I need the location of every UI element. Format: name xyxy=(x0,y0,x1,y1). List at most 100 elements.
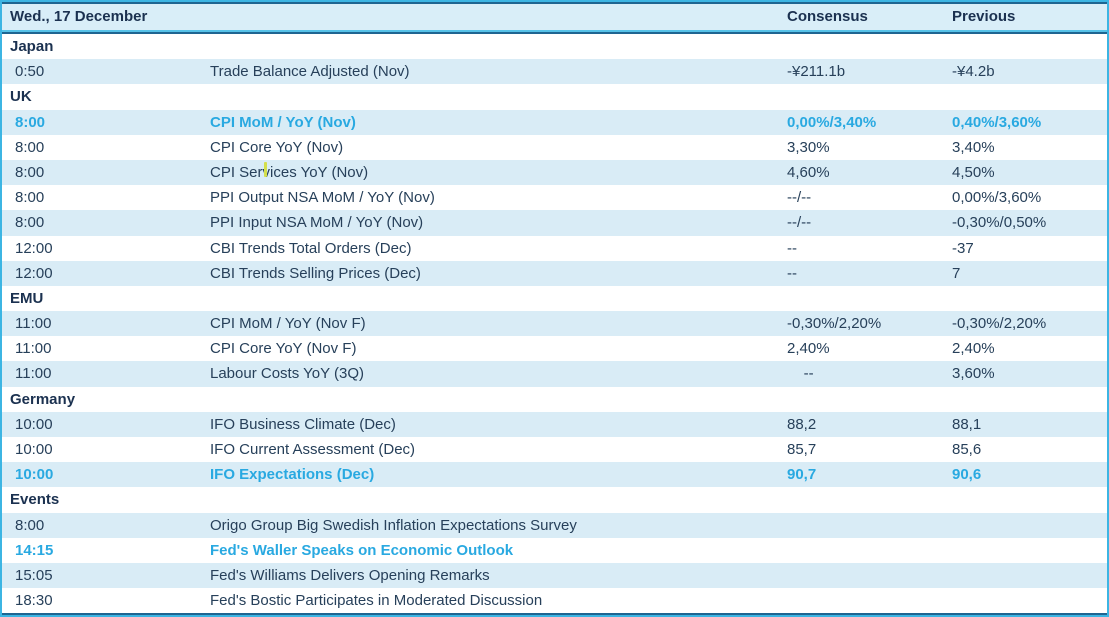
event-name: CPI MoM / YoY (Nov) xyxy=(210,113,356,131)
event-name: PPI Input NSA MoM / YoY (Nov) xyxy=(210,214,424,232)
event-row: 8:00 Origo Group Big Swedish Inflation Ex… xyxy=(2,512,1107,538)
event-name: CPI Core YoY (Nov F) xyxy=(210,340,357,358)
table-header-row: Wed., 17 December Consensus Previous xyxy=(2,4,1107,30)
event-name: IFO Current Assessment (Dec) xyxy=(210,441,416,458)
event-row: 8:00 CPI Services YoY (Nov) 4,60% 4,50% xyxy=(2,159,1107,186)
event-consensus: -- xyxy=(787,264,797,282)
event-consensus xyxy=(787,513,952,538)
event-time: 14:15 xyxy=(15,541,54,559)
event-consensus xyxy=(787,563,952,588)
event-time: 10:00 xyxy=(15,415,53,433)
event-time: 10:00 xyxy=(15,466,54,484)
section-row: UK xyxy=(2,84,1107,110)
event-time: 8:00 xyxy=(15,189,45,207)
event-time: 8:00 xyxy=(15,138,45,156)
event-consensus: -- xyxy=(787,365,814,383)
event-consensus: 2,40% xyxy=(787,340,830,358)
section-row: Germany xyxy=(2,386,1107,412)
event-time: 8:00 xyxy=(15,516,45,534)
event-row: 8:00 PPI Output NSA MoM / YoY (Nov) --/-- 0… xyxy=(2,185,1107,211)
event-time: 11:00 xyxy=(15,365,52,383)
event-row: 15:05 Fed's Williams Delivers Opening Rem… xyxy=(2,562,1107,589)
event-name: CPI Services YoY (Nov) xyxy=(210,163,369,181)
event-name: CBI Trends Selling Prices (Dec) xyxy=(210,264,421,282)
event-consensus: 0,00%/3,40% xyxy=(787,113,877,131)
event-consensus: 3,30% xyxy=(787,138,830,156)
text-cursor-mark xyxy=(264,162,267,177)
event-previous xyxy=(952,538,1107,563)
event-previous: -37 xyxy=(952,239,974,257)
event-name: CPI Core YoY (Nov) xyxy=(210,138,344,156)
event-previous: 4,50% xyxy=(952,163,995,181)
event-row: 10:00 IFO Business Climate (Dec) 88,2 88,1 xyxy=(2,411,1107,437)
event-consensus xyxy=(787,538,952,563)
event-time: 12:00 xyxy=(15,264,53,282)
event-row: 11:00 CPI Core YoY (Nov F) 2,40% 2,40% xyxy=(2,336,1107,362)
event-time: 10:00 xyxy=(15,441,53,458)
event-time: 11:00 xyxy=(15,340,52,358)
event-row: 8:00 CPI Core YoY (Nov) 3,30% 3,40% xyxy=(2,134,1107,160)
event-row: 12:00 CBI Trends Selling Prices (Dec) -- 7 xyxy=(2,260,1107,286)
event-row: 18:30 Fed's Bostic Participates in Modera… xyxy=(2,588,1107,614)
event-name: Fed's Bostic Participates in Moderated D… xyxy=(210,592,543,610)
event-previous xyxy=(952,563,1107,588)
event-previous: 3,40% xyxy=(952,138,995,156)
event-name: CBI Trends Total Orders (Dec) xyxy=(210,239,412,257)
event-previous xyxy=(952,588,1107,613)
event-previous: -0,30%/2,20% xyxy=(952,315,1047,333)
event-time: 15:05 xyxy=(15,566,53,584)
event-name: Origo Group Big Swedish Inflation Expect… xyxy=(210,516,577,534)
section-row: Events xyxy=(2,487,1107,513)
previous-column-header: Previous xyxy=(952,8,1016,25)
event-consensus: 4,60% xyxy=(787,163,830,181)
event-consensus: -0,30%/2,20% xyxy=(787,315,882,333)
event-row: 0:50 Trade Balance Adjusted (Nov) -¥211.1b… xyxy=(2,59,1107,85)
event-name: Fed's Williams Delivers Opening Remarks xyxy=(210,566,490,584)
event-consensus: 88,2 xyxy=(787,415,817,433)
event-previous: 90,6 xyxy=(952,466,982,484)
event-row: 11:00 CPI MoM / YoY (Nov F) -0,30%/2,20% -0… xyxy=(2,311,1107,337)
event-time: 8:00 xyxy=(15,214,45,232)
event-row: 14:15 Fed's Waller Speaks on Economic Out… xyxy=(2,537,1107,563)
event-time: 11:00 xyxy=(15,315,52,333)
event-name: CPI MoM / YoY (Nov F) xyxy=(210,315,366,333)
event-time: 18:30 xyxy=(15,592,53,610)
event-consensus: -¥211.1b xyxy=(787,63,846,81)
event-previous: 88,1 xyxy=(952,415,982,433)
header-bottom-divider xyxy=(2,30,1107,34)
section-row: Japan xyxy=(2,34,1107,60)
event-consensus: -- xyxy=(787,239,797,257)
event-previous: -¥4.2b xyxy=(952,63,995,81)
event-previous: 3,60% xyxy=(952,365,995,383)
event-row: 11:00 Labour Costs YoY (3Q) -- 3,60% xyxy=(2,361,1107,387)
event-row: 8:00 PPI Input NSA MoM / YoY (Nov) --/-- -0… xyxy=(2,210,1107,236)
event-row: 8:00 CPI MoM / YoY (Nov) 0,00%/3,40% 0,40%/… xyxy=(2,109,1107,135)
event-consensus: 85,7 xyxy=(787,441,817,458)
section-label: UK xyxy=(10,88,32,106)
section-label: Germany xyxy=(10,390,76,408)
section-label: Events xyxy=(10,491,60,509)
event-name: PPI Output NSA MoM / YoY (Nov) xyxy=(210,189,435,207)
event-previous: -0,30%/0,50% xyxy=(952,214,1047,232)
section-row: EMU xyxy=(2,285,1107,312)
event-previous: 0,40%/3,60% xyxy=(952,113,1042,131)
event-previous: 7 xyxy=(952,264,961,282)
event-name: Labour Costs YoY (3Q) xyxy=(210,365,364,383)
event-consensus: 90,7 xyxy=(787,466,817,484)
event-previous xyxy=(952,513,1107,538)
section-label: EMU xyxy=(10,289,44,307)
event-time: 8:00 xyxy=(15,113,46,131)
event-consensus xyxy=(787,588,952,613)
table-bottom-divider xyxy=(2,613,1107,615)
date-header: Wed., 17 December xyxy=(10,8,148,25)
event-row: 10:00 IFO Expectations (Dec) 90,7 90,6 xyxy=(2,462,1107,488)
event-time: 8:00 xyxy=(15,163,45,181)
event-name: IFO Business Climate (Dec) xyxy=(210,415,396,433)
event-row: 12:00 CBI Trends Total Orders (Dec) -- -37 xyxy=(2,235,1107,261)
event-name: IFO Expectations (Dec) xyxy=(210,466,375,484)
consensus-column-header: Consensus xyxy=(787,8,868,25)
event-previous: 0,00%/3,60% xyxy=(952,189,1042,207)
event-row: 10:00 IFO Current Assessment (Dec) 85,7 85,… xyxy=(2,437,1107,463)
event-previous: 2,40% xyxy=(952,340,995,358)
